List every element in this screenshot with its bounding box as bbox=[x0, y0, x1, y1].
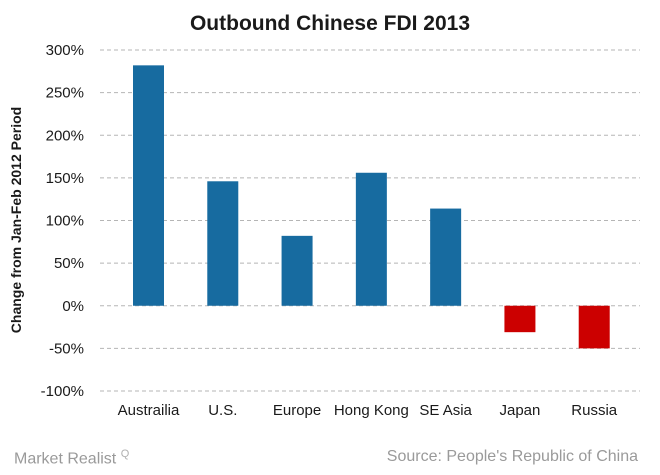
x-tick-label: SE Asia bbox=[419, 402, 472, 419]
y-tick-label: 200% bbox=[46, 127, 84, 144]
y-tick-label: -100% bbox=[41, 383, 84, 400]
y-tick-label: 50% bbox=[54, 255, 84, 272]
bar-japan bbox=[504, 305, 536, 333]
brand-logo: Market Realist Q bbox=[14, 448, 129, 468]
x-tick-label: Japan bbox=[499, 402, 540, 419]
brand-name: Market Realist bbox=[14, 450, 117, 468]
bar-russia bbox=[578, 305, 610, 349]
bar-europe bbox=[281, 235, 313, 306]
bar-u-s- bbox=[207, 181, 239, 306]
x-tick-label: Hong Kong bbox=[334, 402, 409, 419]
y-tick-label: 300% bbox=[46, 42, 84, 59]
x-axis-labels: Austrailia U.S. Europe Hong Kong SE Asia Japa… bbox=[118, 402, 618, 419]
x-tick-label: Russia bbox=[571, 402, 618, 419]
bars bbox=[133, 65, 610, 349]
y-tick-label: 250% bbox=[46, 85, 84, 102]
y-tick-label: 100% bbox=[46, 213, 84, 230]
x-tick-label: Austrailia bbox=[118, 402, 180, 419]
y-tick-label: 150% bbox=[46, 170, 84, 187]
bar-hong-kong bbox=[355, 172, 387, 306]
bar-austrailia bbox=[133, 65, 164, 306]
x-tick-label: U.S. bbox=[208, 402, 237, 419]
y-tick-label: 0% bbox=[62, 298, 84, 315]
chart-title: Outbound Chinese FDI 2013 bbox=[190, 12, 470, 35]
y-axis-ticks: 300% 250% 200% 150% 100% 50% 0% -50% -100% bbox=[41, 42, 84, 400]
bar-se-asia bbox=[430, 208, 462, 306]
source-note: Source: People's Republic of China bbox=[386, 448, 638, 465]
y-axis-label: Change from Jan-Feb 2012 Period bbox=[8, 107, 24, 333]
y-tick-label: -50% bbox=[49, 340, 84, 357]
brand-mark-icon: Q bbox=[120, 448, 130, 460]
x-tick-label: Europe bbox=[273, 402, 321, 419]
